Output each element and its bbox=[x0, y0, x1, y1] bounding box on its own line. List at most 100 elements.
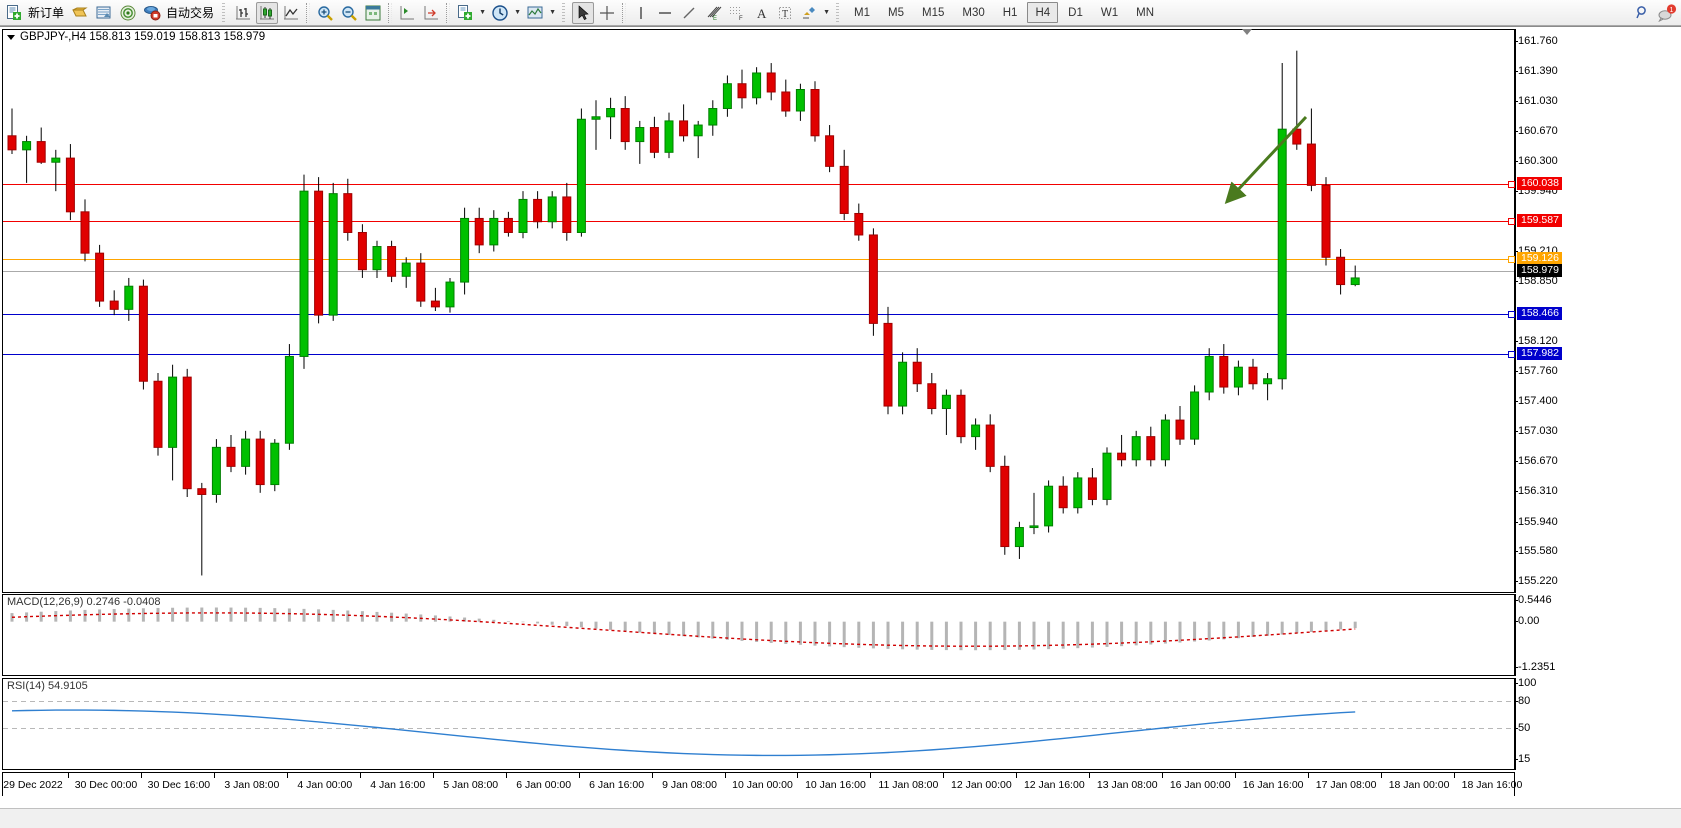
price-tick: 158.120 bbox=[1515, 335, 1558, 348]
periods-icon[interactable] bbox=[489, 2, 511, 24]
timeframe-w1[interactable]: W1 bbox=[1100, 6, 1119, 19]
notifications-icon[interactable]: 1 bbox=[1656, 2, 1678, 24]
support-line-1[interactable] bbox=[3, 314, 1514, 315]
shapes-dropdown-icon[interactable]: ▼ bbox=[823, 9, 830, 16]
down-trend-arrow[interactable] bbox=[1211, 95, 1321, 235]
chart-window[interactable]: GBPJPY-,H4 158.813 159.019 158.813 158.9… bbox=[0, 26, 1681, 828]
resistance-line-1[interactable] bbox=[3, 184, 1514, 185]
shapes-icon[interactable] bbox=[798, 2, 820, 24]
zoom-out-icon[interactable] bbox=[338, 2, 360, 24]
price-scale-main[interactable]: 161.760 161.390 161.030 160.670 160.300 159.9… bbox=[1515, 29, 1681, 593]
rsi-series bbox=[3, 701, 1512, 757]
auto-scroll-icon[interactable] bbox=[396, 2, 418, 24]
templates-icon[interactable] bbox=[524, 2, 546, 24]
timeframe-h4[interactable]: H4 bbox=[1027, 2, 1059, 23]
cursor-icon[interactable] bbox=[572, 1, 595, 24]
timeframe-d1[interactable]: D1 bbox=[1068, 6, 1083, 19]
timeframe-m15[interactable]: M15 bbox=[922, 6, 945, 19]
support-line-1-label[interactable]: 158.466 bbox=[1517, 306, 1562, 320]
macd-axis-line bbox=[1515, 594, 1516, 676]
resistance-line-1-label[interactable]: 160.038 bbox=[1517, 176, 1562, 190]
price-scale-macd[interactable]: 0.5446 0.00 -1.2351 bbox=[1514, 594, 1681, 676]
timeframe-m1[interactable]: M1 bbox=[854, 6, 871, 19]
timeframe-m30[interactable]: M30 bbox=[962, 6, 985, 19]
zoom-in-icon[interactable] bbox=[314, 2, 336, 24]
line-chart-icon[interactable] bbox=[280, 2, 302, 24]
current-price-line-label[interactable]: 158.979 bbox=[1517, 264, 1562, 278]
price-tick: 158.850 bbox=[1515, 275, 1558, 288]
resistance-line-2-handle[interactable] bbox=[1508, 218, 1515, 225]
toolbar-grip-3[interactable] bbox=[835, 2, 843, 23]
rsi-pane[interactable]: RSI(14) 54.9105 bbox=[2, 678, 1515, 770]
vertical-line-icon[interactable] bbox=[630, 2, 652, 24]
time-divider bbox=[213, 773, 215, 778]
timeframe-m5[interactable]: M5 bbox=[888, 6, 904, 19]
text-icon[interactable]: A bbox=[750, 2, 772, 24]
price-tick: 156.310 bbox=[1515, 484, 1558, 497]
data-window-icon[interactable] bbox=[362, 2, 384, 24]
time-tick-label: 10 Jan 00:00 bbox=[732, 779, 793, 791]
navigator-icon[interactable] bbox=[117, 2, 139, 24]
time-tick-label: 4 Jan 16:00 bbox=[370, 779, 426, 791]
candlestick-icon[interactable] bbox=[256, 1, 279, 24]
price-tick: 159.210 bbox=[1515, 246, 1558, 257]
time-tick-label: 13 Jan 08:00 bbox=[1096, 779, 1158, 791]
price-tick: 161.390 bbox=[1515, 65, 1558, 78]
price-scale-rsi[interactable]: 100 80 50 15 bbox=[1514, 678, 1681, 770]
time-divider bbox=[797, 773, 799, 778]
time-scale[interactable]: 29 Dec 2022 30 Dec 00:00 30 Dec 16:00 3 Jan… bbox=[2, 772, 1522, 796]
terminal-icon[interactable] bbox=[141, 2, 163, 24]
time-divider bbox=[651, 773, 653, 778]
bar-chart-icon[interactable] bbox=[232, 2, 254, 24]
horizontal-line-icon[interactable] bbox=[654, 2, 676, 24]
resistance-line-1-handle[interactable] bbox=[1508, 181, 1515, 188]
trendline-icon[interactable] bbox=[678, 2, 700, 24]
new-order-label[interactable]: 新订单 bbox=[28, 6, 65, 20]
label-icon[interactable]: T bbox=[774, 2, 796, 24]
time-tick-label: 11 Jan 08:00 bbox=[878, 779, 939, 791]
timeframe-h1[interactable]: H1 bbox=[1002, 6, 1018, 19]
channel-icon[interactable]: F bbox=[726, 2, 748, 24]
time-divider bbox=[140, 773, 142, 778]
price-tick: 159.940 bbox=[1515, 184, 1558, 197]
macd-tick: 0.00 bbox=[1514, 614, 1540, 627]
timeframe-mn[interactable]: MN bbox=[1136, 6, 1154, 19]
periods-dropdown-icon[interactable]: ▼ bbox=[514, 9, 521, 16]
time-tick-label: 18 Jan 16:00 bbox=[1461, 779, 1523, 791]
resistance-line-2[interactable] bbox=[3, 221, 1514, 222]
search-icon[interactable] bbox=[1632, 2, 1654, 24]
autotrading-label[interactable]: 自动交易 bbox=[166, 6, 215, 20]
support-line-2-label[interactable]: 157.982 bbox=[1517, 346, 1562, 360]
profiles-icon[interactable] bbox=[69, 2, 91, 24]
time-divider bbox=[432, 773, 434, 778]
time-tick-label: 16 Jan 16:00 bbox=[1242, 779, 1304, 791]
svg-text:E: E bbox=[713, 16, 717, 22]
toolbar-grip-1[interactable] bbox=[221, 2, 229, 23]
price-pane[interactable]: GBPJPY-,H4 158.813 159.019 158.813 158.9… bbox=[2, 29, 1515, 593]
macd-pane[interactable]: MACD(12,26,9) 0.2746 -0.0408 bbox=[2, 594, 1515, 676]
time-divider bbox=[943, 773, 945, 778]
pivot-line-handle[interactable] bbox=[1508, 256, 1515, 263]
new-order-icon[interactable] bbox=[3, 2, 25, 24]
chart-shift-icon[interactable] bbox=[420, 2, 442, 24]
rsi-tick: 50 bbox=[1514, 721, 1531, 734]
templates-dropdown-icon[interactable]: ▼ bbox=[549, 9, 556, 16]
support-line-2-handle[interactable] bbox=[1508, 351, 1515, 358]
crosshair-icon[interactable] bbox=[596, 2, 618, 24]
pivot-line[interactable] bbox=[3, 259, 1514, 260]
indicators-dropdown-icon[interactable]: ▼ bbox=[479, 9, 486, 16]
time-tick-label: 10 Jan 16:00 bbox=[805, 779, 866, 791]
indicators-icon[interactable] bbox=[454, 2, 476, 24]
price-tick: 157.400 bbox=[1515, 394, 1558, 407]
time-divider bbox=[1454, 773, 1455, 778]
support-line-1-handle[interactable] bbox=[1508, 311, 1515, 318]
time-divider bbox=[286, 773, 288, 778]
toolbar-grip-2[interactable] bbox=[561, 2, 569, 23]
support-line-2[interactable] bbox=[3, 354, 1514, 355]
price-tick: 155.940 bbox=[1515, 515, 1558, 528]
market-watch-icon[interactable] bbox=[93, 2, 115, 24]
chart-shift-marker[interactable] bbox=[1242, 29, 1252, 35]
fibonacci-icon[interactable]: E bbox=[702, 2, 724, 24]
pivot-line-label[interactable]: 159.126 bbox=[1517, 252, 1562, 266]
resistance-line-2-label[interactable]: 159.587 bbox=[1517, 214, 1562, 228]
